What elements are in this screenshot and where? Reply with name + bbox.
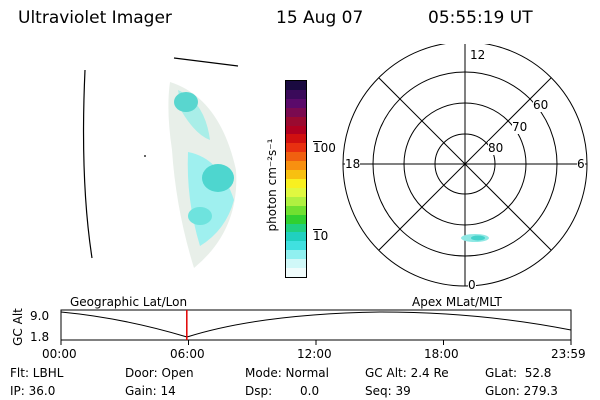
info-dsp-value: 0.0 (300, 384, 320, 398)
colorbar-segment (286, 214, 306, 224)
aurora-lower-spot (202, 164, 234, 192)
info-ip: IP: 36.0 (10, 384, 56, 398)
colorbar-segment (286, 250, 306, 260)
colorbar-tick-10: 10 (313, 229, 329, 243)
aurora-upper-spot (174, 92, 198, 112)
altitude-ylabel: GC Alt (11, 308, 25, 346)
colorbar-segment (286, 268, 306, 277)
lat-label-80: 80 (488, 141, 504, 155)
colorbar-segment (286, 187, 306, 197)
instrument-title: Ultraviolet Imager (18, 8, 172, 28)
colorbar-tickline-100 (313, 141, 322, 142)
info-flt: Flt: LBHL (10, 366, 64, 380)
mlt-label-0: 0 (468, 278, 476, 292)
altitude-ymax: 9.0 (30, 309, 50, 323)
earth-limb-line (82, 69, 93, 259)
colorbar-segment (286, 107, 306, 117)
polar-plot (342, 44, 588, 287)
mlt-label-6: 6 (577, 157, 585, 171)
x-tick-label-0000: 00:00 (42, 347, 77, 361)
date-label: 15 Aug 07 (276, 8, 364, 28)
info-door: Door: Open (125, 366, 194, 380)
info-gain: Gain: 14 (125, 384, 176, 398)
colorbar-segment (286, 152, 306, 162)
colorbar-segment (286, 161, 306, 171)
info-dsp-label: Dsp: (245, 384, 273, 398)
altitude-title-right: Apex MLat/MLT (412, 295, 502, 309)
info-seq: Seq: 39 (365, 384, 411, 398)
lat-label-60: 60 (533, 98, 549, 112)
polar-axis-diag-2 (378, 77, 552, 251)
colorbar-unit-label: photon cm⁻²s⁻¹ (265, 138, 279, 232)
altitude-plot (60, 309, 572, 345)
info-glat: GLat: 52.8 (485, 366, 552, 380)
colorbar-segment (286, 178, 306, 188)
colorbar-segment (286, 81, 306, 90)
time-label: 05:55:19 UT (428, 8, 533, 28)
earth-limb-top (173, 57, 239, 67)
colorbar-segment (286, 116, 306, 126)
x-tick-label-2359: 23:59 (551, 347, 586, 361)
altitude-ymin: 1.8 (30, 330, 50, 344)
colorbar-segment (286, 223, 306, 233)
polar-aurora-core (471, 235, 485, 241)
geographic-image (82, 57, 239, 268)
lat-label-70: 70 (512, 120, 528, 134)
colorbar-segment (286, 259, 306, 269)
info-glon: GLon: 279.3 (485, 384, 558, 398)
colorbar-segment (286, 232, 306, 242)
mlt-label-12: 12 (469, 48, 487, 62)
aurora-spot-3 (188, 207, 212, 225)
colorbar-tick-100: 100 (313, 141, 336, 155)
x-tick-label-0600: 06:00 (170, 347, 205, 361)
colorbar-segment (286, 196, 306, 206)
colorbar-segment (286, 205, 306, 215)
x-tick-label-1800: 18:00 (424, 347, 459, 361)
colorbar-segment (286, 98, 306, 108)
colorbar-tickline-10 (313, 229, 322, 230)
colorbar-segment (286, 89, 306, 99)
mlt-label-18: 18 (345, 157, 361, 171)
info-mode: Mode: Normal (245, 366, 329, 380)
colorbar (285, 80, 307, 278)
altitude-curve (60, 311, 572, 338)
info-gc-alt: GC Alt: 2.4 Re (365, 366, 449, 380)
altitude-title-left: Geographic Lat/Lon (70, 295, 188, 309)
x-tick-label-1200: 12:00 (297, 347, 332, 361)
colorbar-segment (286, 170, 306, 179)
colorbar-segment (286, 143, 306, 153)
colorbar-segment (286, 241, 306, 251)
colorbar-segment (286, 125, 306, 135)
colorbar-segment (286, 134, 306, 144)
